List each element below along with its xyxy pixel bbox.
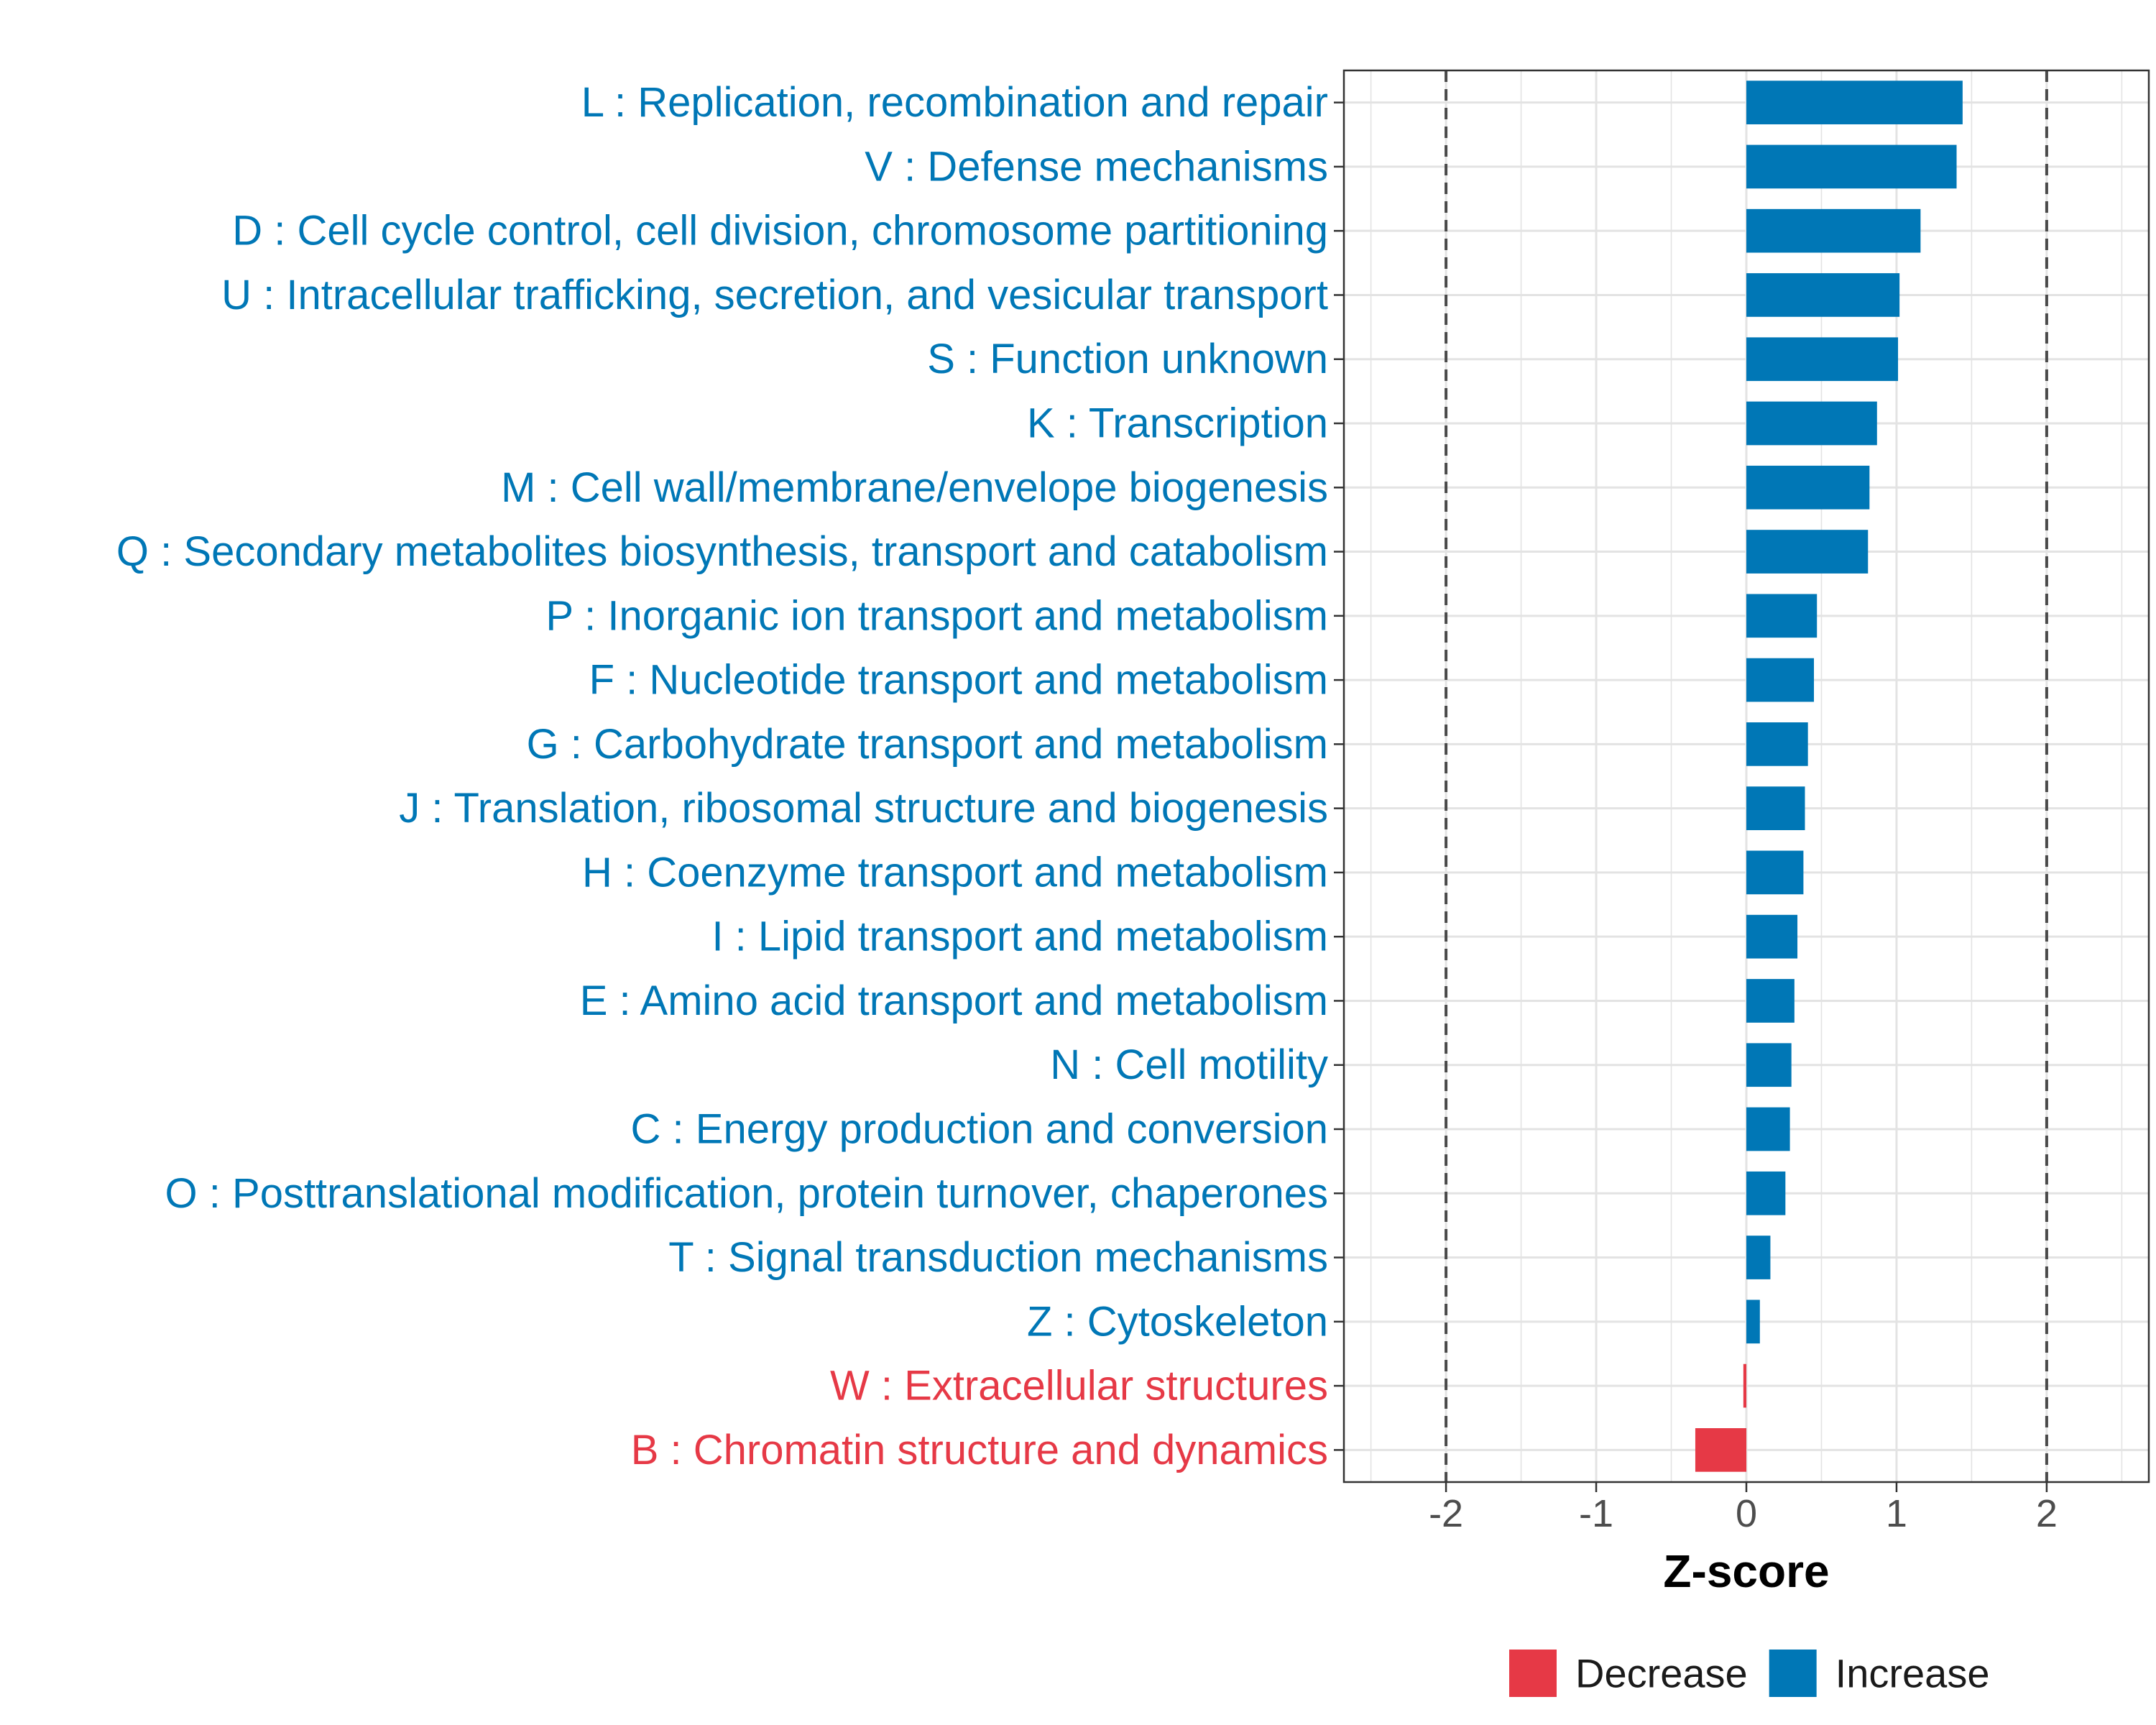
x-tick-label: -1 xyxy=(1579,1492,1613,1535)
bar-n-cell-motility xyxy=(1746,1043,1792,1087)
category-label: C : Energy production and conversion xyxy=(631,1106,1328,1153)
category-label: Z : Cytoskeleton xyxy=(1027,1298,1328,1345)
x-tick-label: 0 xyxy=(1736,1492,1757,1535)
bar-f-nucleotide-transport-and-metabolism xyxy=(1746,658,1815,702)
bar-k-transcription xyxy=(1746,401,1877,446)
y-axis-ticks xyxy=(1334,101,1344,1451)
category-label: E : Amino acid transport and metabolism xyxy=(580,978,1328,1024)
x-tick-label: 1 xyxy=(1886,1492,1907,1535)
reference-lines xyxy=(1445,70,2048,1482)
category-label: Q : Secondary metabolites biosynthesis, … xyxy=(116,528,1328,575)
category-labels: L : Replication, recombination and repai… xyxy=(116,79,1328,1473)
bar-s-function-unknown xyxy=(1746,337,1899,382)
category-label: V : Defense mechanisms xyxy=(865,143,1328,190)
category-label: P : Inorganic ion transport and metaboli… xyxy=(545,592,1328,639)
bar-i-lipid-transport-and-metabolism xyxy=(1746,914,1798,959)
legend-label-decrease: Decrease xyxy=(1575,1651,1748,1696)
category-label: H : Coenzyme transport and metabolism xyxy=(582,849,1328,896)
bar-b-chromatin-structure-and-dynamics xyxy=(1695,1428,1746,1472)
bar-c-energy-production-and-conversion xyxy=(1746,1107,1790,1151)
x-tick-label: 2 xyxy=(2036,1492,2058,1535)
category-label: D : Cell cycle control, cell division, c… xyxy=(232,208,1328,254)
category-label: L : Replication, recombination and repai… xyxy=(581,79,1328,126)
bar-e-amino-acid-transport-and-metabolism xyxy=(1746,979,1795,1023)
x-axis-ticks: -2 -1 0 1 2 xyxy=(1429,1482,2058,1535)
category-label: O : Posttranslational modification, prot… xyxy=(165,1170,1328,1217)
category-label: I : Lipid transport and metabolism xyxy=(711,914,1328,960)
category-label: B : Chromatin structure and dynamics xyxy=(631,1427,1328,1473)
bar-j-translation-ribosomal-structure-and-biogenesis xyxy=(1746,786,1805,830)
bar-g-carbohydrate-transport-and-metabolism xyxy=(1746,722,1808,766)
category-label: F : Nucleotide transport and metabolism xyxy=(589,657,1328,704)
category-label: U : Intracellular trafficking, secretion… xyxy=(221,272,1328,318)
legend-swatch-increase xyxy=(1769,1650,1817,1697)
bar-q-secondary-metabolites-biosynthesis-transport-and-catabolism xyxy=(1746,530,1869,574)
legend: Decrease Increase xyxy=(1509,1650,1989,1697)
bar-z-cytoskeleton xyxy=(1746,1300,1760,1344)
category-label: N : Cell motility xyxy=(1050,1041,1328,1088)
legend-swatch-decrease xyxy=(1509,1650,1557,1697)
x-axis-title: Z-score xyxy=(1663,1545,1829,1597)
bar-h-coenzyme-transport-and-metabolism xyxy=(1746,850,1804,895)
bar-p-inorganic-ion-transport-and-metabolism xyxy=(1746,594,1818,638)
bar-w-extracellular-structures xyxy=(1743,1363,1746,1408)
category-label: J : Translation, ribosomal structure and… xyxy=(399,785,1328,832)
bar-o-posttranslational-modification-protein-turnover-chaperones xyxy=(1746,1171,1786,1215)
category-label: K : Transcription xyxy=(1027,400,1328,447)
category-label: S : Function unknown xyxy=(927,336,1328,382)
category-label: G : Carbohydrate transport and metabolis… xyxy=(527,721,1328,768)
bar-l-replication-recombination-and-repair xyxy=(1746,80,1963,124)
bars xyxy=(1695,80,1963,1472)
bar-u-intracellular-trafficking-secretion-and-vesicular-transport xyxy=(1746,273,1900,317)
bar-v-defense-mechanisms xyxy=(1746,144,1957,189)
x-tick-label: -2 xyxy=(1429,1492,1463,1535)
legend-label-increase: Increase xyxy=(1835,1651,1990,1696)
bar-t-signal-transduction-mechanisms xyxy=(1746,1236,1771,1279)
category-label: W : Extracellular structures xyxy=(830,1363,1328,1409)
category-label: M : Cell wall/membrane/envelope biogenes… xyxy=(501,464,1328,511)
bar-m-cell-wall-membrane-envelope-biogenesis xyxy=(1746,465,1870,510)
category-label: T : Signal transduction mechanisms xyxy=(668,1234,1328,1281)
bar-d-cell-cycle-control-cell-division-chromosome-partitioning xyxy=(1746,208,1921,253)
